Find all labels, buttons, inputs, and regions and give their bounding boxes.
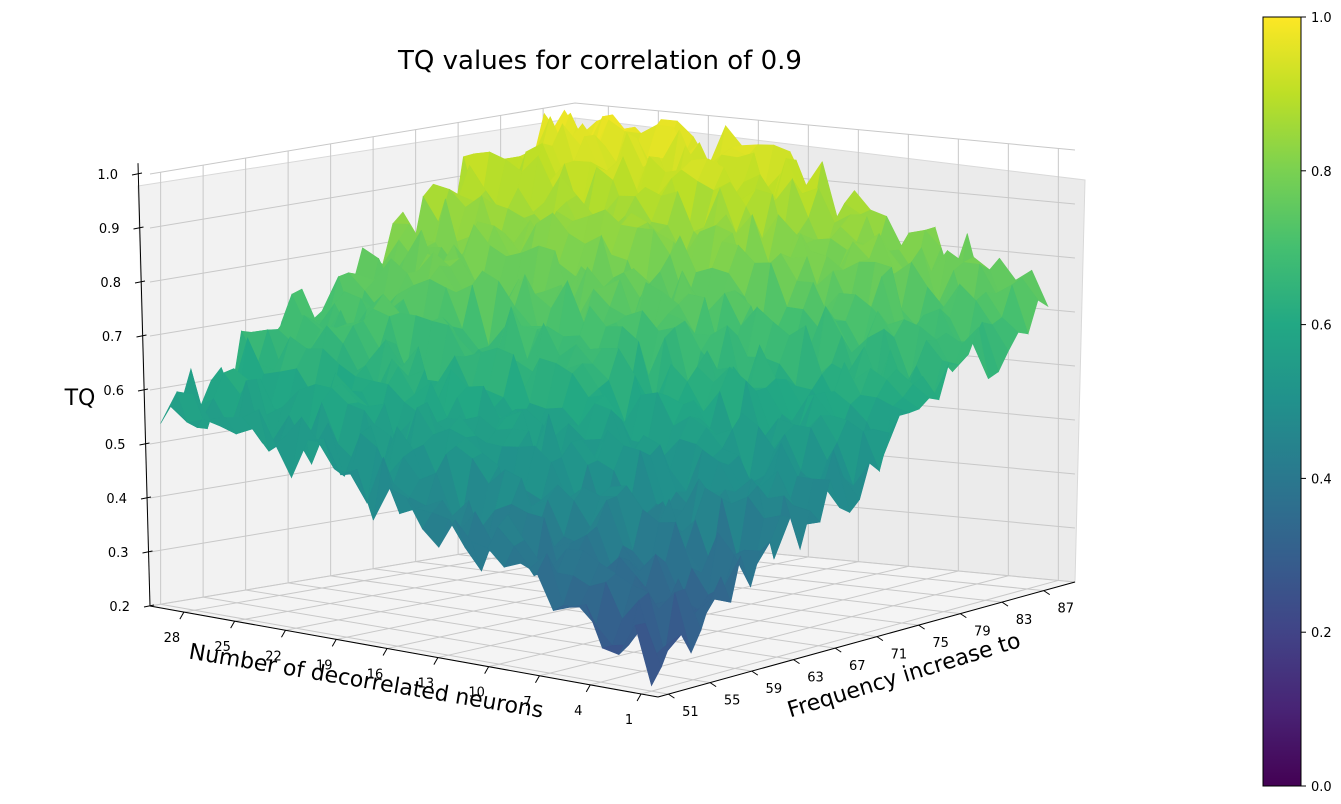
z-tick-mark — [136, 334, 147, 338]
x-tick-label: 28 — [164, 631, 181, 646]
floor-grid-line — [330, 575, 836, 649]
x-tick-label: 4 — [574, 704, 582, 719]
colorbar-tick-label: 0.0 — [1311, 780, 1332, 795]
z-tick-label: 0.6 — [103, 384, 124, 399]
x-tick-label: 19 — [316, 658, 333, 673]
y-tick-label: 79 — [974, 625, 991, 640]
y-tick-label: 87 — [1057, 602, 1074, 617]
y-tick-mark — [668, 693, 675, 699]
z-tick-label: 1.0 — [97, 168, 118, 183]
z-tick-mark — [131, 172, 143, 176]
colorbar-tick-label: 0.2 — [1311, 626, 1332, 641]
x-tick-mark — [636, 693, 642, 702]
y-tick-label: 83 — [1016, 613, 1033, 628]
colorbar-tick-label: 0.8 — [1311, 165, 1332, 180]
floor-grid-line — [203, 596, 711, 684]
z-axis-line — [137, 163, 151, 607]
colorbar-tick-label: 0.6 — [1311, 319, 1332, 334]
z-tick-label: 0.2 — [109, 600, 130, 615]
x-tick-label: 10 — [468, 686, 485, 701]
z-tick-mark — [143, 604, 155, 608]
z-grid-line — [149, 102, 1076, 175]
z-tick-label: 0.8 — [100, 276, 121, 291]
y-tick-mark — [751, 670, 759, 676]
y-tick-mark — [834, 647, 842, 653]
y-tick-mark — [793, 659, 800, 665]
x-tick-label: 13 — [418, 677, 435, 692]
colorbar-tick-label: 0.4 — [1311, 472, 1332, 487]
floor-grid-line — [539, 570, 959, 677]
x-tick-label: 1 — [625, 713, 633, 728]
x-tick-mark — [382, 648, 388, 656]
x-tick-mark — [535, 675, 540, 684]
x-tick-mark — [179, 611, 185, 620]
y-tick-label: 75 — [932, 636, 949, 651]
colorbar-tick-label: 1.0 — [1311, 11, 1332, 26]
x-tick-mark — [484, 666, 490, 674]
z-axis-label: TQ — [64, 386, 96, 411]
z-tick-label: 0.5 — [105, 438, 126, 453]
y-axis-line — [657, 581, 1076, 698]
x-tick-mark — [331, 639, 337, 647]
x-tick-label: 22 — [265, 649, 282, 664]
colorbar-gradient — [1262, 16, 1302, 787]
colorbar: 0.0 0.2 0.4 0.6 0.8 1.0 — [1262, 11, 1332, 795]
y-tick-mark — [1001, 601, 1009, 607]
z-tick-label: 0.9 — [99, 222, 120, 237]
x-tick-mark — [585, 684, 591, 693]
x-tick-label: 7 — [523, 695, 531, 710]
z-tick-label: 0.3 — [108, 546, 129, 561]
x-tick-mark — [433, 657, 439, 665]
y-tick-label: 55 — [724, 694, 741, 709]
y-tick-label: 71 — [891, 648, 908, 663]
floor-grid-line — [640, 579, 1059, 695]
y-tick-mark — [918, 624, 925, 630]
y-tick-mark — [876, 636, 884, 642]
z-tick-mark — [133, 226, 144, 230]
z-tick-label: 0.4 — [106, 492, 127, 507]
y-tick-mark — [709, 682, 717, 688]
z-tick-mark — [137, 388, 149, 392]
chart-title: TQ values for correlation of 0.9 — [397, 46, 802, 76]
surface-patch — [634, 622, 662, 687]
y-tick-label: 63 — [807, 671, 824, 686]
z-tick-mark — [139, 442, 150, 446]
x-tick-mark — [281, 630, 286, 638]
floor-grid-line — [288, 582, 794, 661]
z-tick-mark — [142, 550, 153, 554]
surface-plot — [160, 109, 1049, 687]
floor-grid-line — [160, 603, 669, 695]
x-tick-label: 25 — [214, 640, 231, 655]
y-tick-label: 59 — [766, 682, 783, 697]
x-tick-mark — [230, 620, 236, 629]
y-tick-label: 67 — [849, 659, 866, 674]
x-tick-label: 16 — [367, 667, 384, 682]
z-tick-label: 0.7 — [102, 330, 123, 345]
floor-grid-line — [245, 589, 752, 672]
y-tick-label: 51 — [682, 705, 699, 720]
axes: 0.2 0.3 0.4 0.5 0.6 0.7 0.8 0.9 1.0 28 25 22 19 16 13 1… — [97, 163, 1076, 728]
z-tick-mark — [134, 280, 146, 284]
y-tick-mark — [960, 613, 967, 619]
z-tick-mark — [140, 496, 152, 500]
y-tick-mark — [1043, 590, 1051, 596]
